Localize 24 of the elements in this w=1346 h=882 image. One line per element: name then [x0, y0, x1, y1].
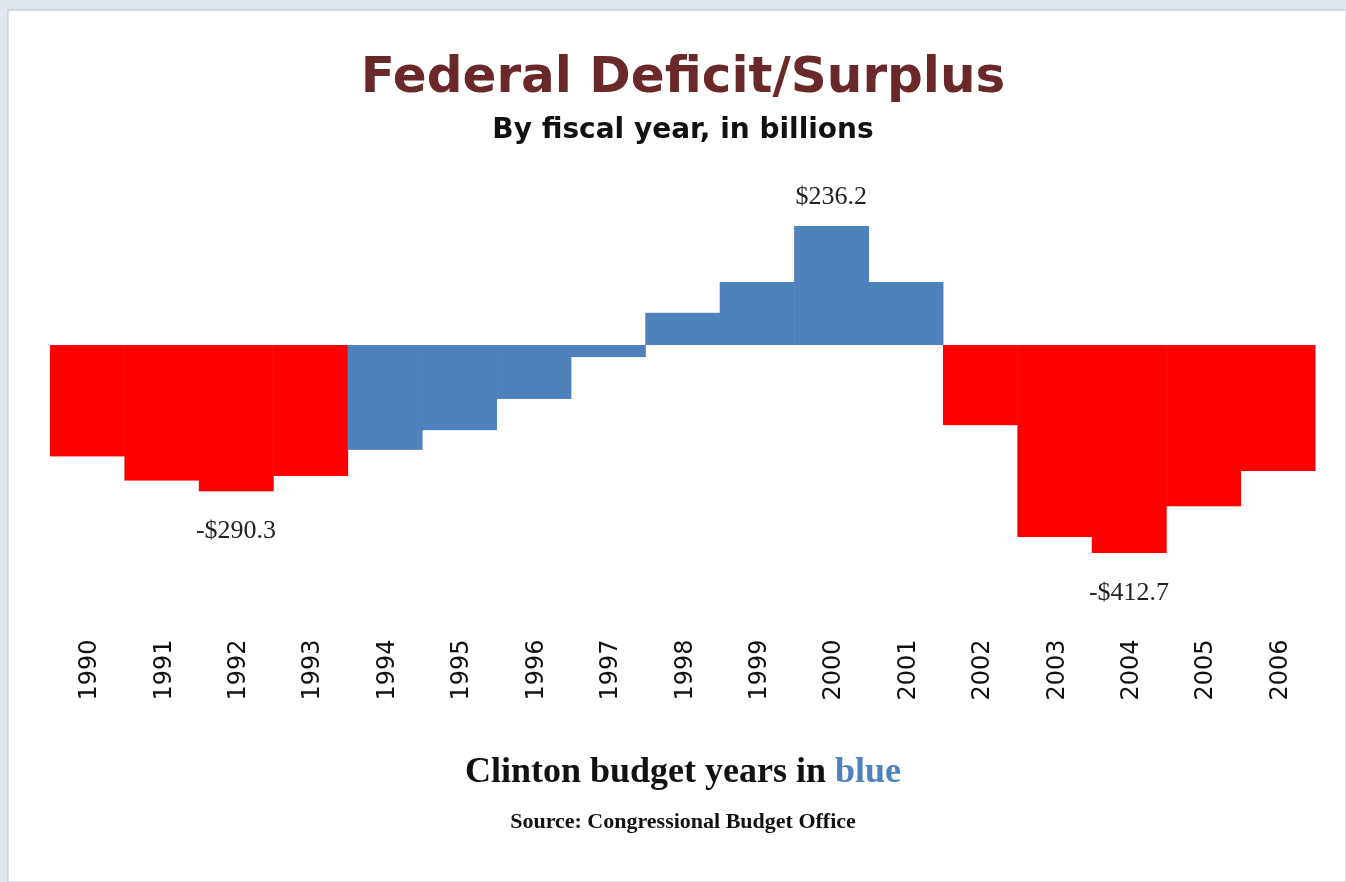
x-tick-label: 1990	[74, 639, 103, 701]
x-tick-label: 1992	[223, 639, 252, 701]
x-tick-label: 1996	[520, 639, 549, 701]
data-label: $236.2	[795, 181, 868, 210]
x-tick-label: 1999	[743, 639, 772, 701]
x-tick-label: 2000	[818, 639, 847, 701]
chart-title: Federal Deficit/Surplus	[360, 46, 1006, 104]
x-tick-label: 2004	[1115, 639, 1144, 701]
x-tick-label: 2001	[892, 639, 921, 701]
x-tick-label: 1997	[595, 639, 624, 701]
chart-subtitle: By fiscal year, in billions	[492, 112, 874, 145]
x-tick-label: 2005	[1190, 639, 1219, 701]
x-tick-label: 1991	[148, 639, 177, 701]
x-tick-label: 2006	[1264, 639, 1293, 701]
x-tick-label: 1995	[446, 639, 475, 701]
x-tick-label: 2003	[1041, 639, 1070, 701]
data-label: -$412.7	[1088, 577, 1170, 606]
x-tick-label: 1998	[669, 639, 698, 701]
source-note: Source: Congressional Budget Office	[510, 808, 857, 833]
x-axis-title: Clinton budget years in blue	[464, 750, 902, 790]
x-tick-label: 1994	[371, 639, 400, 701]
x-tick-label: 2002	[967, 639, 996, 701]
x-tick-label: 1993	[297, 639, 326, 701]
data-label: -$290.3	[195, 515, 277, 545]
